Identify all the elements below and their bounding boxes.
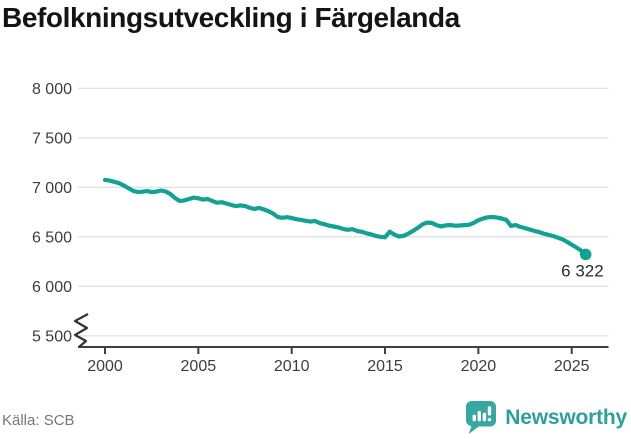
logo-bar-2 xyxy=(477,410,482,422)
logo-exclamation-dot xyxy=(488,417,492,422)
y-tick-label: 7 000 xyxy=(32,180,72,197)
brand-name: Newsworthy xyxy=(505,405,627,429)
newsworthy-logo: Newsworthy xyxy=(465,400,627,435)
x-tick-label: 2025 xyxy=(554,358,590,375)
y-tick-label: 7 500 xyxy=(32,130,72,147)
x-tick-label: 2000 xyxy=(87,358,123,375)
x-tick-label: 2020 xyxy=(461,358,497,375)
last-point-dot xyxy=(579,248,592,261)
last-value-label: 6 322 xyxy=(561,261,604,280)
population-line-chart: 8 000 7 500 7 000 6 500 6 000 5 500 2000 2005 20… xyxy=(32,81,609,375)
y-tick-label: 6 500 xyxy=(32,229,72,246)
y-tick-label: 5 500 xyxy=(32,328,72,345)
population-line xyxy=(102,177,588,257)
logo-bar-1 xyxy=(472,414,477,422)
x-tick-label: 2005 xyxy=(181,358,217,375)
y-tick-label: 8 000 xyxy=(32,81,72,98)
source-label: Källa: SCB xyxy=(2,412,75,429)
x-tick-label: 2010 xyxy=(274,358,310,375)
axis-break-icon xyxy=(73,313,89,348)
y-tick-label: 6 000 xyxy=(32,279,72,296)
x-tick-label: 2015 xyxy=(367,358,403,375)
logo-bar-3 xyxy=(482,412,487,422)
logo-exclamation-bar xyxy=(488,406,492,416)
page-title: Befolkningsutveckling i Färgelanda xyxy=(2,2,460,33)
newsworthy-logo-icon xyxy=(466,401,497,434)
